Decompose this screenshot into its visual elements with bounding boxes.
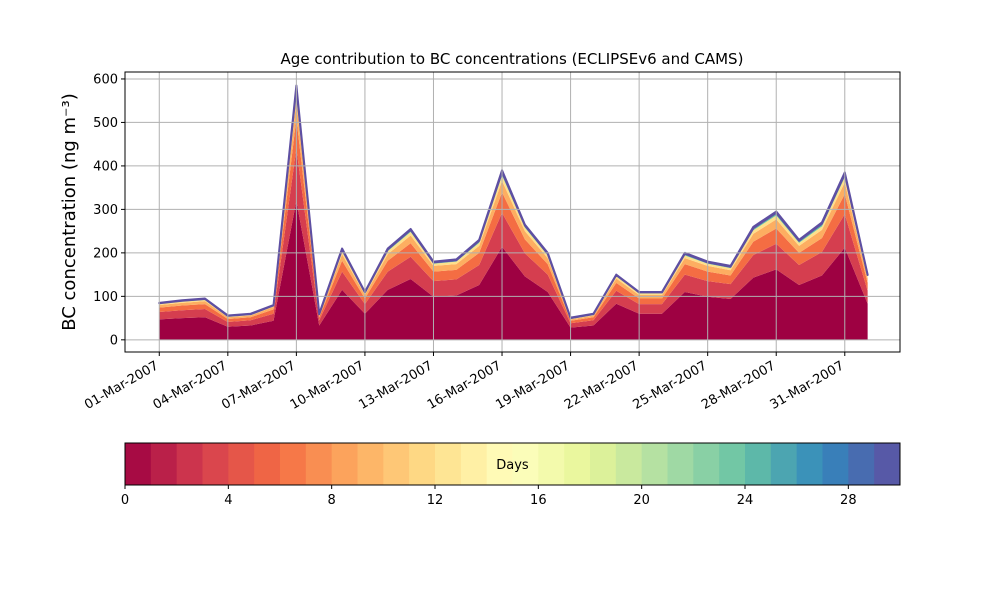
colorbar-tick-label: 28: [840, 493, 857, 508]
x-tick-label: 07-Mar-2007: [219, 358, 298, 412]
y-tick-label: 600: [93, 72, 118, 87]
colorbar-swatch: [202, 443, 229, 485]
x-tick-label: 25-Mar-2007: [631, 358, 710, 412]
colorbar-swatch: [667, 443, 694, 485]
colorbar-swatch: [874, 443, 901, 485]
colorbar-swatch: [125, 443, 152, 485]
colorbar-swatch: [357, 443, 384, 485]
colorbar-swatch: [564, 443, 591, 485]
colorbar-swatch: [228, 443, 255, 485]
colorbar-tick-label: 20: [633, 493, 650, 508]
area: [159, 100, 868, 321]
x-tick-label: 28-Mar-2007: [699, 358, 778, 412]
x-tick-label: 04-Mar-2007: [151, 358, 230, 412]
x-tick-label: 13-Mar-2007: [356, 358, 435, 412]
colorbar-swatch: [383, 443, 410, 485]
y-tick-label: 300: [93, 203, 118, 218]
colorbar-tick-label: 16: [530, 493, 547, 508]
colorbar-swatch: [512, 443, 539, 485]
colorbar-swatch: [796, 443, 823, 485]
colorbar-label: Days: [496, 458, 529, 473]
x-tick-label: 19-Mar-2007: [493, 358, 572, 412]
colorbar-swatch: [280, 443, 307, 485]
area: [159, 200, 868, 340]
colorbar-tick-label: 12: [427, 493, 444, 508]
colorbar-swatch: [409, 443, 436, 485]
colorbar-swatch: [538, 443, 565, 485]
y-tick-label: 200: [93, 246, 118, 261]
colorbar-swatch: [822, 443, 849, 485]
area: [159, 148, 868, 328]
colorbar-swatch: [693, 443, 720, 485]
colorbar-swatch: [305, 443, 333, 485]
colorbar-frame: [124, 442, 901, 486]
colorbar-swatch: [848, 443, 875, 485]
colorbar-swatch: [486, 443, 513, 485]
colorbar-swatch: [176, 443, 203, 485]
colorbar-tick-label: 4: [224, 493, 232, 508]
x-tick-label: 16-Mar-2007: [425, 358, 504, 412]
y-tick-label: 100: [93, 290, 118, 305]
y-tick-label: 500: [93, 116, 118, 131]
colorbar-swatch: [150, 443, 178, 485]
colorbar-swatch: [254, 443, 281, 485]
colorbar-swatch: [615, 443, 643, 485]
colorbar-swatch: [590, 443, 617, 485]
x-tick-label: 31-Mar-2007: [768, 358, 847, 412]
y-axis-label: BC concentration (ng m⁻³): [59, 93, 80, 331]
colorbar-tick-label: 24: [737, 493, 754, 508]
x-tick-label: 01-Mar-2007: [82, 358, 161, 412]
colorbar-swatch: [435, 443, 462, 485]
x-tick-label: 22-Mar-2007: [562, 358, 641, 412]
colorbar-swatch: [719, 443, 746, 485]
chart-title: Age contribution to BC concentrations (E…: [281, 50, 744, 68]
plot-frame: [124, 71, 901, 353]
area: [159, 92, 868, 320]
colorbar-swatch: [460, 443, 488, 485]
y-tick-label: 0: [110, 333, 118, 348]
colorbar-swatch: [331, 443, 358, 485]
area: [159, 118, 868, 324]
x-tick-label: 10-Mar-2007: [288, 358, 367, 412]
colorbar-swatch: [770, 443, 798, 485]
area: [158, 84, 869, 320]
colorbar-swatch: [641, 443, 668, 485]
colorbar-tick-label: 8: [328, 493, 336, 508]
y-tick-label: 400: [93, 159, 118, 174]
colorbar-swatch: [745, 443, 772, 485]
colorbar-tick-label: 0: [121, 493, 129, 508]
